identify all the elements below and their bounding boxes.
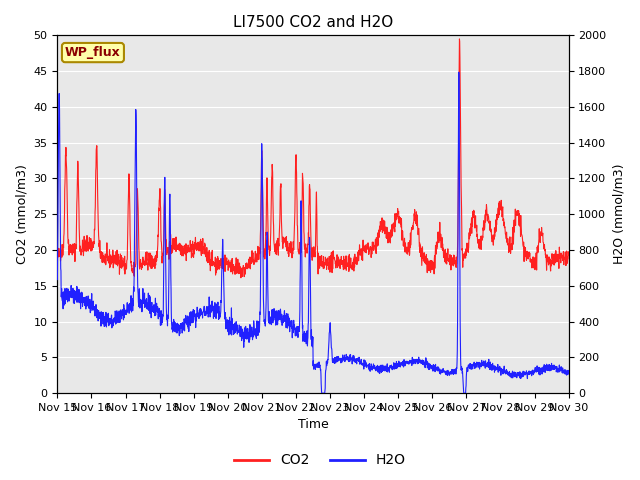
Legend: CO2, H2O: CO2, H2O: [228, 448, 412, 473]
Title: LI7500 CO2 and H2O: LI7500 CO2 and H2O: [233, 15, 393, 30]
X-axis label: Time: Time: [298, 419, 328, 432]
Y-axis label: H2O (mmol/m3): H2O (mmol/m3): [612, 164, 625, 264]
Text: WP_flux: WP_flux: [65, 46, 121, 59]
Y-axis label: CO2 (mmol/m3): CO2 (mmol/m3): [15, 164, 28, 264]
